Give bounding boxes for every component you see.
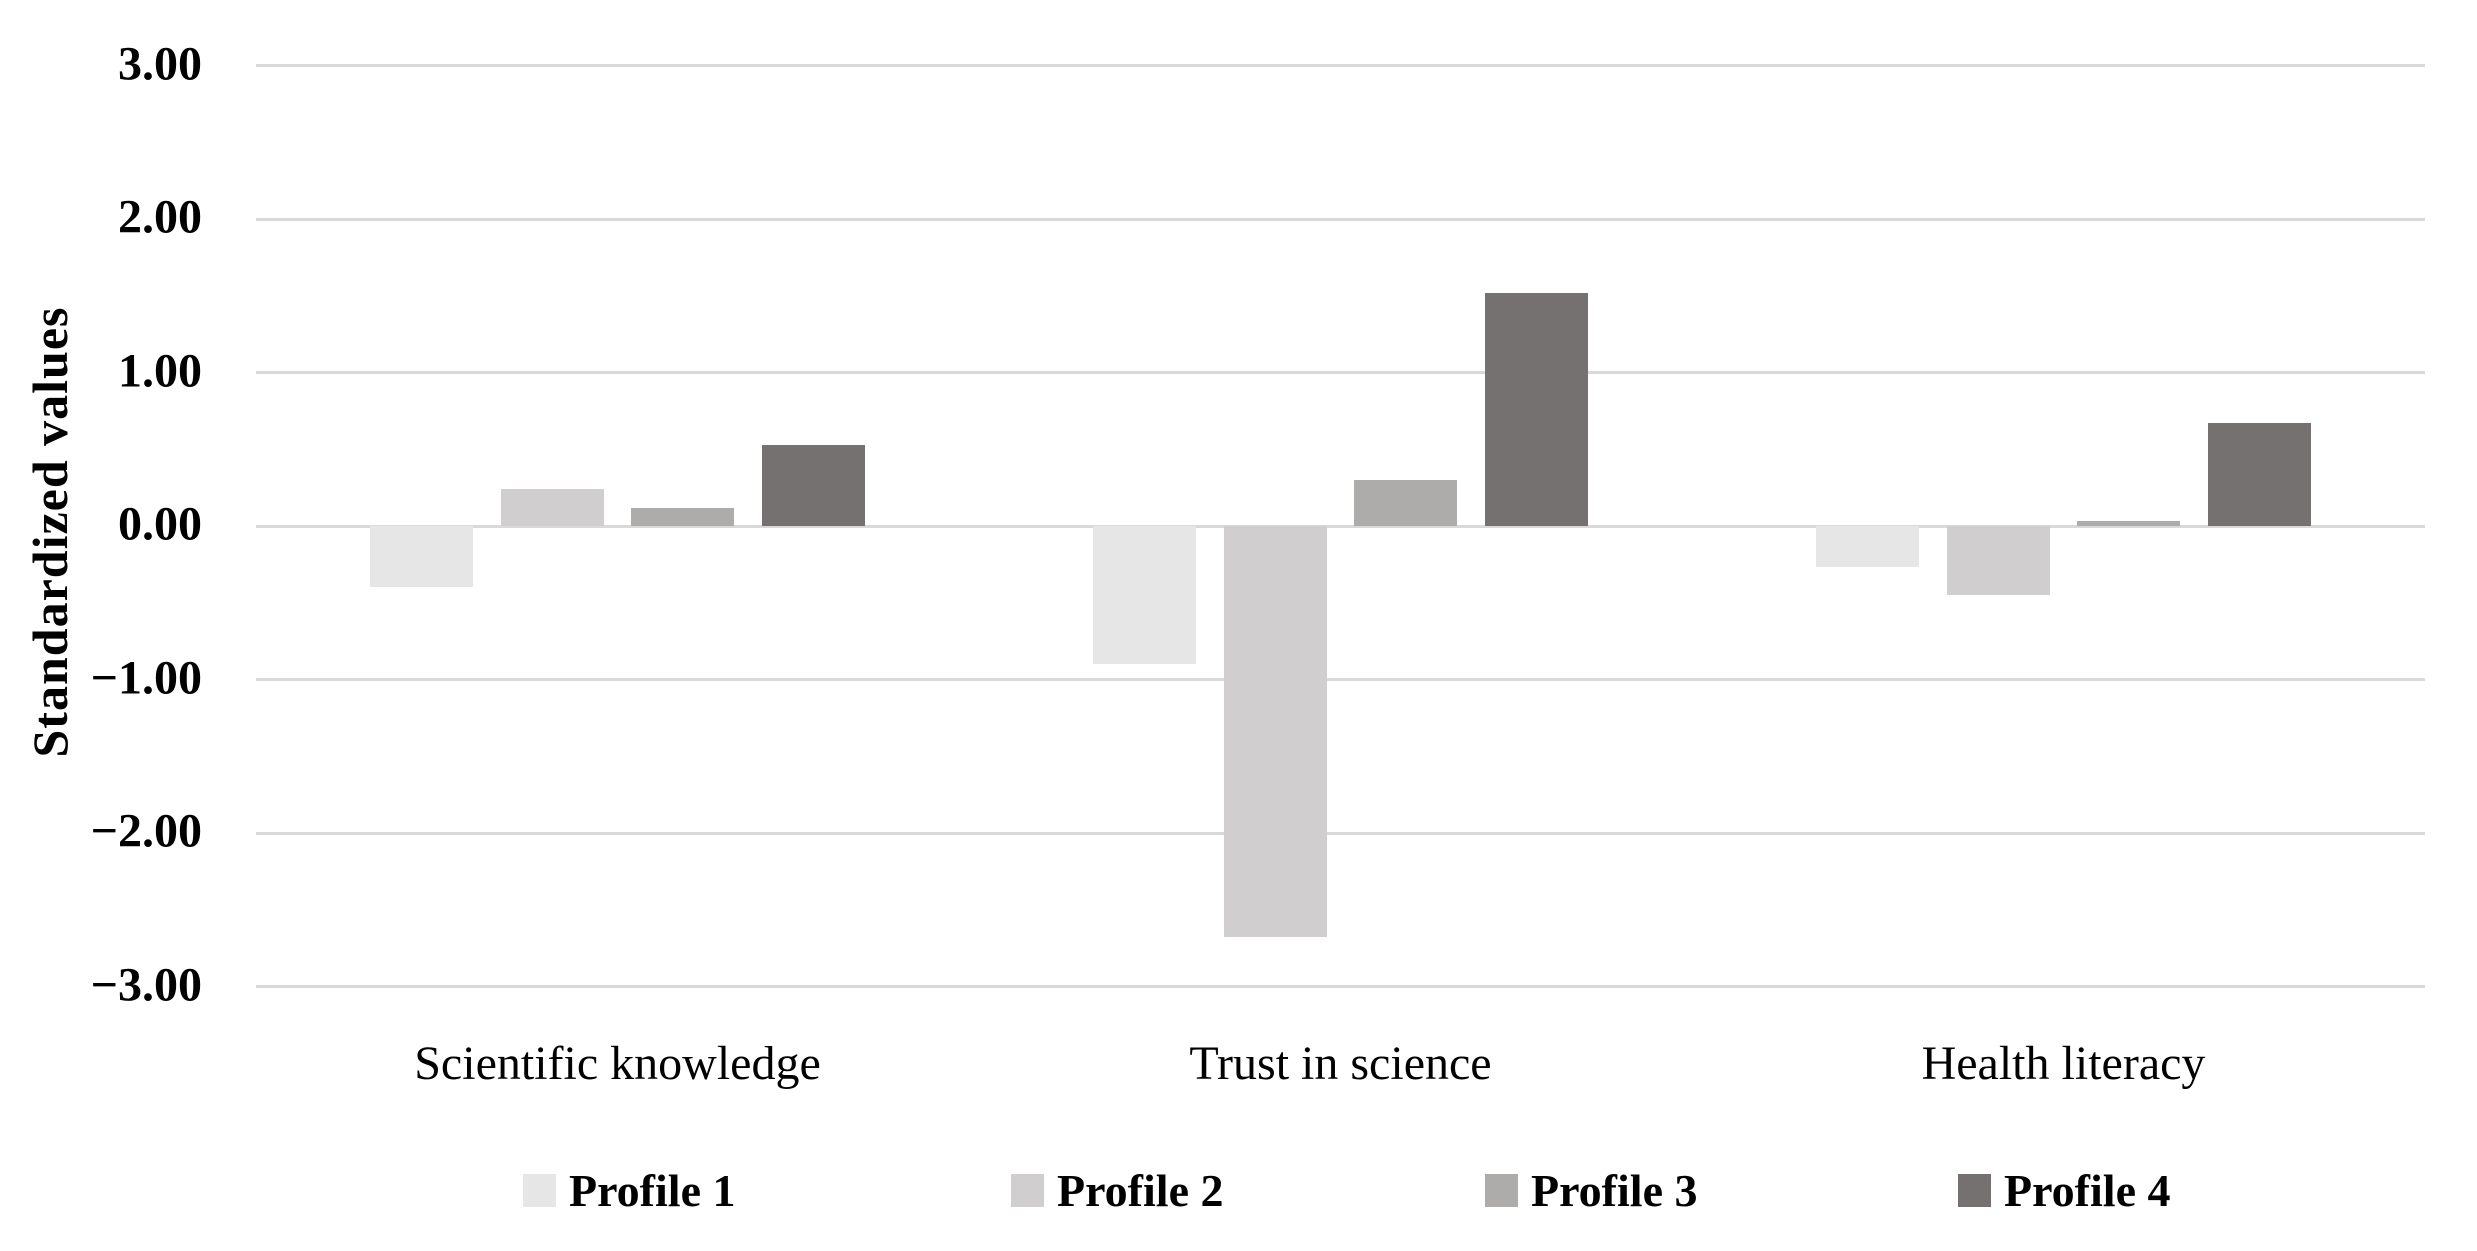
bar-profile-3-health-literacy bbox=[2077, 521, 2181, 526]
legend-swatch-profile-1 bbox=[523, 1174, 556, 1207]
bar-profile-3-trust-in-science bbox=[1354, 479, 1458, 526]
legend-swatch-profile-4 bbox=[1958, 1174, 1991, 1207]
category-label-health-literacy: Health literacy bbox=[1921, 1037, 2206, 1090]
y-tick-label--1: −1.00 bbox=[90, 650, 202, 704]
bar-profile-4-health-literacy bbox=[2207, 423, 2311, 526]
bar-profile-4-scientific-knowledge bbox=[761, 444, 865, 526]
legend-item-profile-1: Profile 1 bbox=[523, 1164, 735, 1217]
category-label-trust-in-science: Trust in science bbox=[1189, 1037, 1492, 1090]
legend-swatch-profile-2 bbox=[1011, 1174, 1044, 1207]
bar-profile-1-trust-in-science bbox=[1093, 526, 1197, 665]
legend-swatch-profile-3 bbox=[1485, 1174, 1518, 1207]
legend-item-profile-3: Profile 3 bbox=[1485, 1164, 1697, 1217]
category-label-scientific-knowledge: Scientific knowledge bbox=[414, 1037, 821, 1090]
bar-profile-2-health-literacy bbox=[1946, 526, 2050, 596]
gridline-y--1 bbox=[256, 678, 2425, 681]
legend-label-profile-1: Profile 1 bbox=[569, 1165, 736, 1216]
gridline-y--2 bbox=[256, 831, 2425, 835]
bar-profile-3-scientific-knowledge bbox=[631, 507, 735, 526]
gridline-y-3 bbox=[256, 64, 2425, 67]
gridline-y-0 bbox=[256, 524, 2425, 528]
legend-label-profile-4: Profile 4 bbox=[2004, 1165, 2171, 1216]
legend-item-profile-2: Profile 2 bbox=[1011, 1164, 1223, 1217]
bar-profile-2-scientific-knowledge bbox=[500, 489, 604, 526]
y-tick-label--3: −3.00 bbox=[90, 957, 202, 1011]
y-tick-label-0: 0.00 bbox=[118, 497, 202, 551]
legend-item-profile-4: Profile 4 bbox=[1958, 1164, 2170, 1217]
gridline-y--3 bbox=[256, 985, 2425, 988]
y-tick-label-1: 1.00 bbox=[118, 343, 202, 397]
bar-profile-2-trust-in-science bbox=[1223, 526, 1327, 938]
bar-profile-1-scientific-knowledge bbox=[370, 526, 474, 588]
y-tick-label-2: 2.00 bbox=[118, 190, 202, 244]
bar-profile-4-trust-in-science bbox=[1484, 292, 1588, 526]
gridline-y-1 bbox=[256, 371, 2425, 374]
bar-profile-1-health-literacy bbox=[1816, 526, 1920, 568]
y-tick-label-3: 3.00 bbox=[118, 36, 202, 90]
y-tick-label--2: −2.00 bbox=[90, 804, 202, 858]
gridline-y-2 bbox=[256, 217, 2425, 221]
legend-label-profile-2: Profile 2 bbox=[1057, 1165, 1224, 1216]
legend-label-profile-3: Profile 3 bbox=[1531, 1165, 1698, 1216]
